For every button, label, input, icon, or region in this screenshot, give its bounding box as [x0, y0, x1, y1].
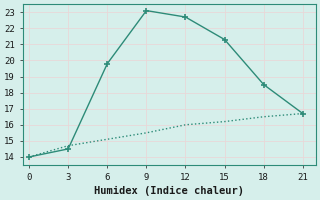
X-axis label: Humidex (Indice chaleur): Humidex (Indice chaleur) — [94, 186, 244, 196]
